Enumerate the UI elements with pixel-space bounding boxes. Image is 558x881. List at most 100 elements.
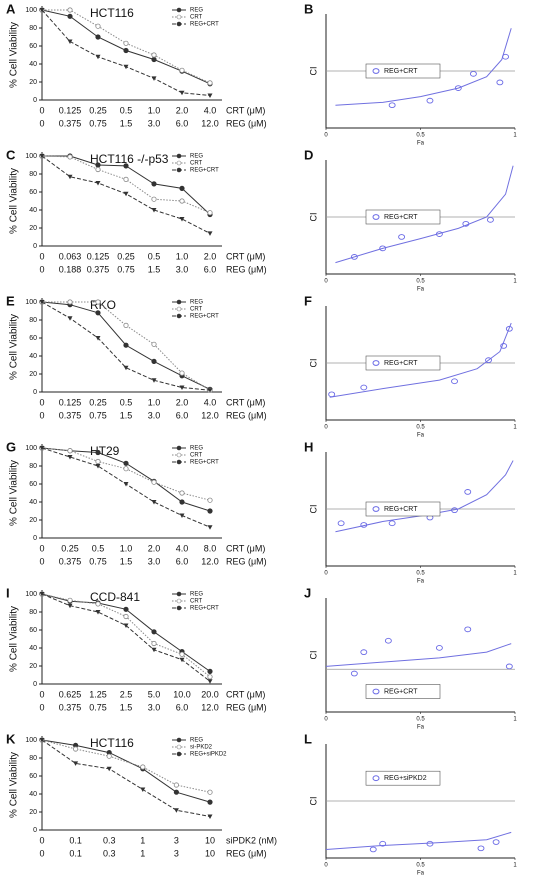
marker bbox=[67, 455, 73, 460]
marker bbox=[151, 378, 157, 383]
x-tick-label: 2.0 bbox=[148, 543, 161, 553]
x-tick-label: 0.5 bbox=[148, 251, 161, 261]
x-tick-label: 0.25 bbox=[89, 105, 107, 115]
x-tick-label: 0.5 bbox=[416, 571, 425, 577]
x-tick-label: 0.625 bbox=[59, 689, 82, 699]
x-tick-label: 0 bbox=[39, 410, 44, 420]
y-tick-label: 0 bbox=[33, 681, 37, 688]
panel-letter: E bbox=[6, 293, 15, 308]
marker bbox=[151, 358, 157, 364]
legend-label: REG+CRT bbox=[384, 214, 418, 221]
legend-marker bbox=[176, 744, 182, 750]
x-tick-label: 2.5 bbox=[120, 689, 133, 699]
y-tick-label: 60 bbox=[29, 43, 37, 50]
marker bbox=[173, 808, 179, 813]
legend-label: REG+siPKD2 bbox=[384, 775, 427, 782]
x-tick-label: 6.0 bbox=[204, 264, 217, 274]
x-tick-label: 1.0 bbox=[120, 543, 133, 553]
series-line bbox=[41, 447, 211, 528]
legend-marker bbox=[176, 591, 182, 597]
x-tick-label: 0 bbox=[39, 689, 44, 699]
y-tick-label: 20 bbox=[29, 517, 37, 524]
chart-title: HCT116 bbox=[90, 736, 134, 750]
point bbox=[426, 840, 434, 847]
y-tick-label: 0 bbox=[33, 389, 37, 396]
legend-marker bbox=[176, 14, 182, 20]
marker bbox=[39, 300, 45, 305]
marker bbox=[140, 787, 146, 792]
marker bbox=[123, 47, 129, 54]
x-tick-label: 0.125 bbox=[87, 251, 110, 261]
marker bbox=[207, 508, 213, 514]
y-tick-label: 100 bbox=[25, 299, 37, 306]
x-tick-label: 3.0 bbox=[148, 556, 161, 566]
marker bbox=[179, 513, 185, 518]
point bbox=[502, 53, 509, 60]
marker bbox=[39, 738, 45, 743]
x-tick-label: 1 bbox=[513, 279, 517, 285]
marker bbox=[95, 336, 101, 341]
x-tick-label: 0 bbox=[324, 279, 328, 285]
marker bbox=[106, 753, 112, 759]
x-row-label: CRT (μM) bbox=[226, 397, 265, 407]
panel-letter: K bbox=[6, 731, 16, 746]
legend-marker bbox=[372, 360, 380, 366]
x-tick-label: 1 bbox=[513, 425, 517, 431]
legend-label: REG bbox=[190, 8, 203, 14]
y-tick-label: 60 bbox=[29, 481, 37, 488]
chart-title: HCT116 bbox=[90, 6, 134, 20]
point bbox=[435, 645, 443, 651]
x-tick-label: 3.0 bbox=[148, 702, 161, 712]
legend-label: REG bbox=[190, 154, 203, 160]
x-tick-label: 12.0 bbox=[201, 556, 219, 566]
marker bbox=[67, 448, 73, 454]
legend-marker bbox=[176, 160, 182, 166]
legend-label: REG+siPKD2 bbox=[190, 752, 227, 758]
x-tick-label: 10 bbox=[205, 835, 215, 845]
x-tick-label: 0.75 bbox=[89, 410, 107, 420]
marker bbox=[151, 647, 157, 653]
legend-box bbox=[365, 355, 441, 371]
point bbox=[379, 840, 387, 847]
x-tick-label: 0.375 bbox=[59, 410, 82, 420]
legend-label: CRT bbox=[190, 15, 203, 21]
legend-marker bbox=[176, 7, 182, 13]
marker bbox=[207, 93, 213, 98]
x-row-label: REG (μM) bbox=[226, 410, 267, 420]
point bbox=[505, 663, 513, 670]
x-tick-label: 0.375 bbox=[59, 118, 82, 128]
x-tick-label: 0.5 bbox=[120, 397, 133, 407]
x-tick-label: 1 bbox=[140, 835, 145, 845]
marker bbox=[151, 196, 157, 202]
marker bbox=[123, 623, 129, 628]
x-axis-label: Fa bbox=[417, 287, 425, 293]
series-line bbox=[41, 9, 211, 85]
x-row-label: CRT (μM) bbox=[226, 689, 265, 699]
point bbox=[388, 102, 396, 109]
x-tick-label: 1.25 bbox=[89, 689, 107, 699]
marker bbox=[179, 67, 185, 73]
series-line bbox=[41, 447, 211, 512]
marker bbox=[207, 814, 213, 819]
x-tick-label: 2.0 bbox=[176, 105, 189, 115]
chart-title: CCD-841 bbox=[90, 590, 140, 604]
series-line bbox=[41, 739, 211, 793]
y-tick-label: 60 bbox=[29, 189, 37, 196]
chart-title: HCT116 -/-p53 bbox=[90, 152, 169, 166]
point bbox=[469, 70, 477, 77]
marker bbox=[151, 181, 157, 187]
x-tick-label: 2.0 bbox=[176, 397, 189, 407]
legend-label: CRT bbox=[190, 161, 203, 167]
y-tick-label: 100 bbox=[25, 445, 37, 452]
marker bbox=[179, 90, 185, 96]
x-tick-label: 1.5 bbox=[120, 118, 133, 128]
legend-marker bbox=[176, 737, 182, 743]
x-tick-label: 0 bbox=[39, 543, 44, 553]
x-axis-label: Fa bbox=[417, 579, 425, 585]
x-tick-label: 3.0 bbox=[148, 118, 161, 128]
point bbox=[360, 384, 368, 391]
x-tick-label: 6.0 bbox=[176, 702, 189, 712]
legend-marker bbox=[176, 153, 182, 159]
marker bbox=[151, 76, 157, 81]
marker bbox=[95, 166, 101, 173]
